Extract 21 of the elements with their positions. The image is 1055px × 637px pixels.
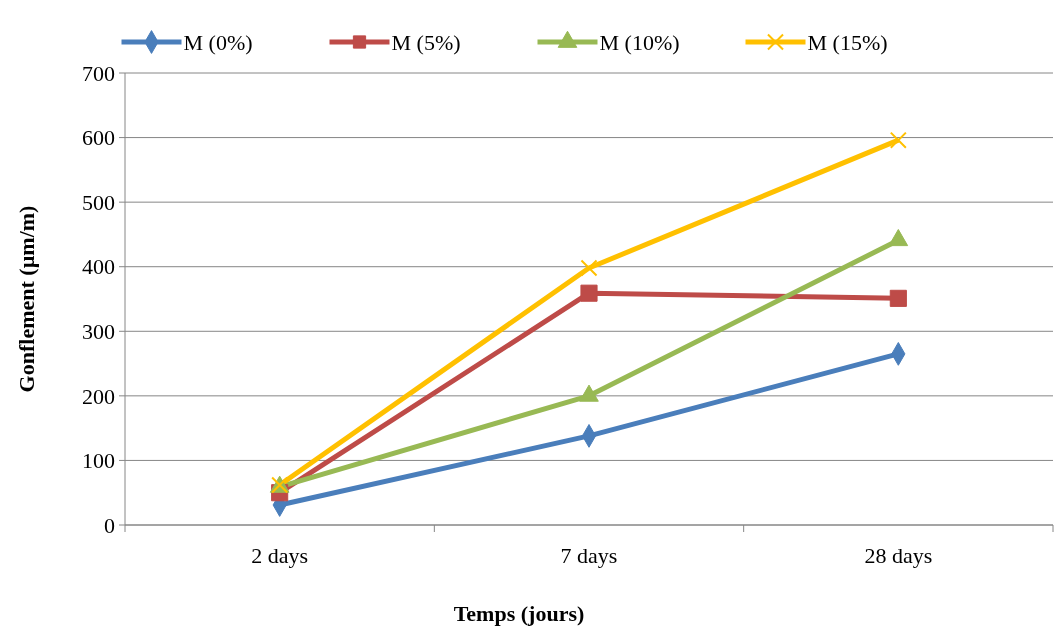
legend-label: M (0%) — [183, 29, 253, 55]
point — [580, 284, 598, 302]
legend-label: M (15%) — [807, 29, 888, 55]
y-tick-label: 400 — [82, 254, 115, 280]
y-tick-label: 300 — [82, 318, 115, 344]
x-tick-label: 7 days — [560, 543, 618, 568]
legend-label: M (5%) — [391, 29, 461, 55]
x-tick-label: 28 days — [864, 543, 933, 568]
x-axis-title: Temps (jours) — [453, 601, 585, 626]
point — [889, 131, 907, 149]
y-axis-title: Gonflement (µm/m) — [14, 205, 39, 393]
point — [889, 289, 907, 307]
y-tick-label: 700 — [82, 60, 115, 86]
x-tick-label: 2 days — [251, 543, 309, 568]
y-tick-label: 0 — [104, 512, 115, 538]
y-tick-label: 100 — [82, 448, 115, 474]
legend-label: M (10%) — [599, 29, 680, 55]
y-tick-label: 500 — [82, 189, 115, 215]
y-tick-label: 200 — [82, 383, 115, 409]
point — [580, 259, 598, 277]
y-tick-label: 600 — [82, 125, 115, 151]
